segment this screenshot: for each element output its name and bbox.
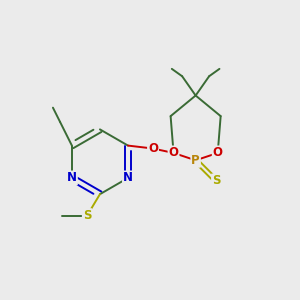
Text: S: S <box>83 209 91 222</box>
Text: O: O <box>169 146 178 159</box>
Text: O: O <box>213 146 223 159</box>
Text: S: S <box>212 174 220 188</box>
Text: O: O <box>148 142 158 155</box>
Text: P: P <box>191 154 200 167</box>
Text: N: N <box>123 172 133 184</box>
Text: N: N <box>67 172 77 184</box>
